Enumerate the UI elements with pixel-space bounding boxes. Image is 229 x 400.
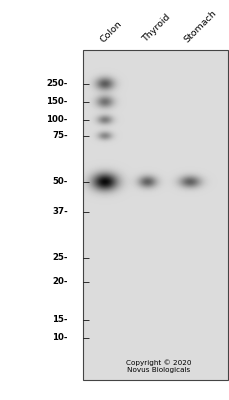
Text: 50-: 50-	[52, 178, 68, 186]
Text: 37-: 37-	[52, 208, 68, 216]
Text: Colon: Colon	[98, 19, 123, 44]
Text: 75-: 75-	[52, 132, 68, 140]
Text: Copyright © 2020
Novus Biologicals: Copyright © 2020 Novus Biologicals	[125, 359, 191, 373]
Text: 25-: 25-	[52, 254, 68, 262]
Text: 20-: 20-	[52, 278, 68, 286]
Text: 10-: 10-	[52, 334, 68, 342]
Text: 150-: 150-	[46, 98, 68, 106]
Text: Thyroid: Thyroid	[140, 12, 172, 44]
Text: 100-: 100-	[46, 116, 68, 124]
Text: 250-: 250-	[46, 80, 68, 88]
Text: Stomach: Stomach	[181, 8, 217, 44]
Text: 15-: 15-	[52, 316, 68, 324]
